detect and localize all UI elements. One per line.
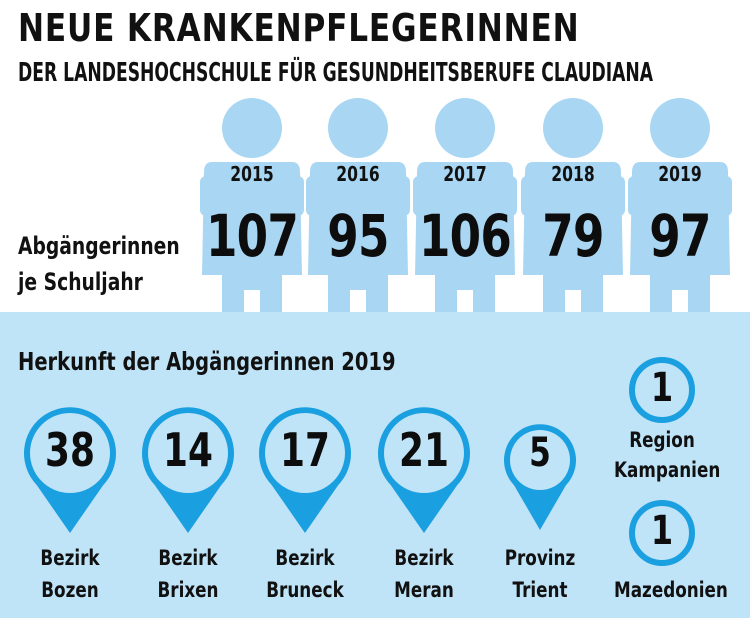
figure-head — [650, 98, 710, 158]
graduates-value: 106 — [418, 202, 512, 270]
figure-head — [222, 98, 282, 158]
page-title: NEUE KRANKENPFLEGERINNEN — [18, 6, 580, 50]
figure-body — [523, 162, 623, 312]
figure-arm — [613, 176, 625, 216]
graduates-value: 79 — [542, 202, 604, 270]
circle-value: 1 — [650, 508, 674, 554]
year-label: 2017 — [443, 162, 487, 186]
origin-circle — [629, 500, 695, 566]
pin-inner — [30, 413, 110, 493]
pin-label-line2: Brixen — [157, 578, 219, 602]
origin-circle — [629, 357, 695, 423]
pin-label-line1: Bezirk — [275, 546, 335, 570]
page-subtitle: DER LANDESHOCHSCHULE FÜR GESUNDHEITSBERU… — [18, 58, 654, 88]
graduates-label-line2: je Schuljahr — [18, 268, 143, 296]
figure-arm — [398, 176, 410, 216]
figure-head — [435, 98, 495, 158]
figure-head — [328, 98, 388, 158]
year-label: 2019 — [658, 162, 702, 186]
figure-body — [630, 162, 730, 312]
figure-arm — [720, 176, 732, 216]
pin-label-line1: Bezirk — [40, 546, 100, 570]
pin-inner — [510, 430, 570, 490]
pin-label-line2: Meran — [394, 578, 454, 602]
year-label: 2016 — [336, 162, 380, 186]
year-label: 2015 — [230, 162, 274, 186]
figure-head — [543, 98, 603, 158]
figure-body — [415, 162, 515, 312]
graduates-value: 107 — [205, 202, 299, 270]
pin-label-line1: Bezirk — [158, 546, 218, 570]
pin-label-line2: Trient — [512, 578, 568, 602]
pin-value: 38 — [45, 423, 95, 477]
figure-body — [202, 162, 302, 312]
figure-arm — [521, 176, 533, 216]
pin-label-line1: Bezirk — [394, 546, 454, 570]
pin-label-line2: Bozen — [41, 578, 99, 602]
pin-value: 14 — [163, 423, 213, 477]
origin-background — [0, 312, 750, 618]
figure-arm — [292, 176, 304, 216]
pin-value: 21 — [399, 423, 449, 477]
circle-label-line1: Region — [629, 428, 695, 452]
circle-label-line1: Mazedonien — [614, 578, 728, 602]
pin-label-line1: Provinz — [504, 546, 576, 570]
figure-arm — [306, 176, 318, 216]
pin-value: 5 — [529, 430, 551, 476]
circle-label-line2: Kampanien — [614, 458, 721, 482]
pin-inner — [265, 413, 345, 493]
origin-title: Herkunft der Abgängerinnen 2019 — [18, 347, 396, 376]
figure-arm — [200, 176, 212, 216]
pin-inner — [148, 413, 228, 493]
pin-value: 17 — [280, 423, 330, 477]
graduates-label-line1: Abgängerinnen — [18, 232, 180, 260]
year-label: 2018 — [551, 162, 595, 186]
figure-body — [308, 162, 408, 312]
graduates-value: 95 — [327, 202, 389, 270]
figure-arm — [628, 176, 640, 216]
graduates-value: 97 — [649, 202, 711, 270]
pin-inner — [384, 413, 464, 493]
pin-label-line2: Bruneck — [266, 578, 344, 602]
figure-arm — [413, 176, 425, 216]
figure-arm — [505, 176, 517, 216]
circle-value: 1 — [650, 365, 674, 411]
